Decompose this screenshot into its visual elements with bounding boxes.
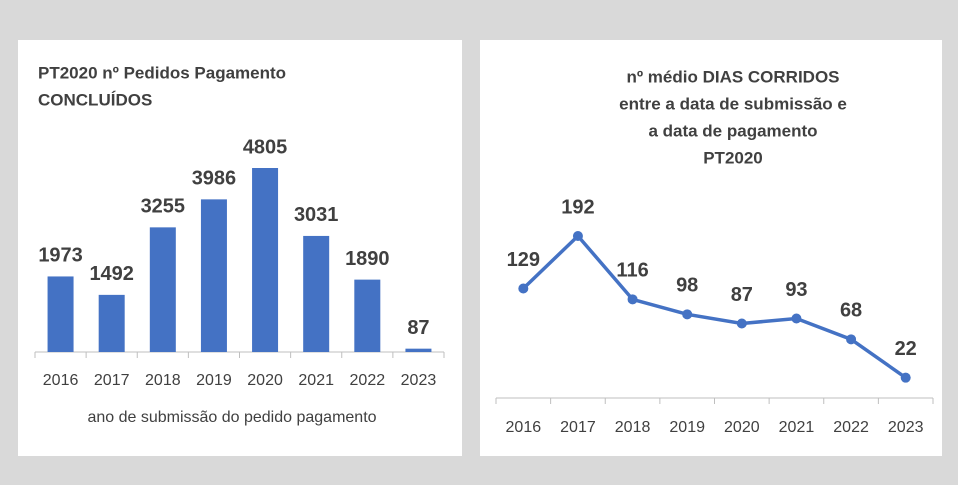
data-label: 1973 [38,245,83,267]
chart-title: a data de pagamento [648,121,817,140]
chart-title: PT2020 [703,148,763,167]
x-tick-label: 2017 [560,419,596,436]
data-label: 4805 [243,136,288,158]
data-label: 192 [561,196,594,218]
bar [98,294,125,352]
bar [200,199,227,352]
bar [303,235,330,352]
x-tick-label: 2023 [401,372,437,389]
point [736,318,747,329]
x-tick-label: 2016 [43,372,79,389]
chart-title: CONCLUÍDOS [38,90,152,109]
x-tick-label: 2019 [196,372,232,389]
data-label: 116 [616,260,648,282]
panel [18,40,462,456]
data-label: 68 [840,300,862,322]
data-label: 1890 [345,248,390,270]
data-label: 3255 [141,196,186,218]
point [846,334,857,345]
bar [354,279,381,352]
x-tick-label: 2018 [145,372,181,389]
x-tick-label: 2021 [779,419,815,436]
point [572,231,583,241]
panel [480,40,942,456]
x-tick-label: 2016 [506,419,542,436]
x-tick-label: 2023 [888,419,924,436]
data-label: 1492 [89,263,134,285]
x-tick-label: 2022 [350,372,386,389]
point [791,313,802,324]
chart-title: nº médio DIAS CORRIDOS [626,67,839,86]
x-axis-label: ano de submissão do pedido pagamento [87,409,376,426]
x-tick-label: 2020 [247,372,283,389]
point [682,309,693,320]
x-tick-label: 2021 [298,372,334,389]
point [518,283,529,294]
data-label: 87 [407,317,429,339]
data-label: 3031 [294,204,339,226]
point [900,372,911,383]
x-tick-label: 2022 [833,419,869,436]
x-tick-label: 2017 [94,372,130,389]
chart-title: PT2020 nº Pedidos Pagamento [38,63,286,82]
data-label: 3986 [192,168,237,190]
bar [149,227,176,352]
x-tick-label: 2019 [669,419,705,436]
point [627,294,638,305]
x-tick-label: 2018 [615,419,651,436]
line [522,233,907,380]
bar [252,168,279,352]
data-label: 93 [785,279,807,301]
bar [405,348,432,352]
chart-title: entre a data de submissão e [619,94,847,113]
data-label: 98 [676,275,698,297]
data-label: 87 [731,284,753,306]
x-tick-label: 2020 [724,419,760,436]
data-label: 22 [895,338,917,360]
bar [47,276,74,352]
data-label: 129 [507,249,540,271]
